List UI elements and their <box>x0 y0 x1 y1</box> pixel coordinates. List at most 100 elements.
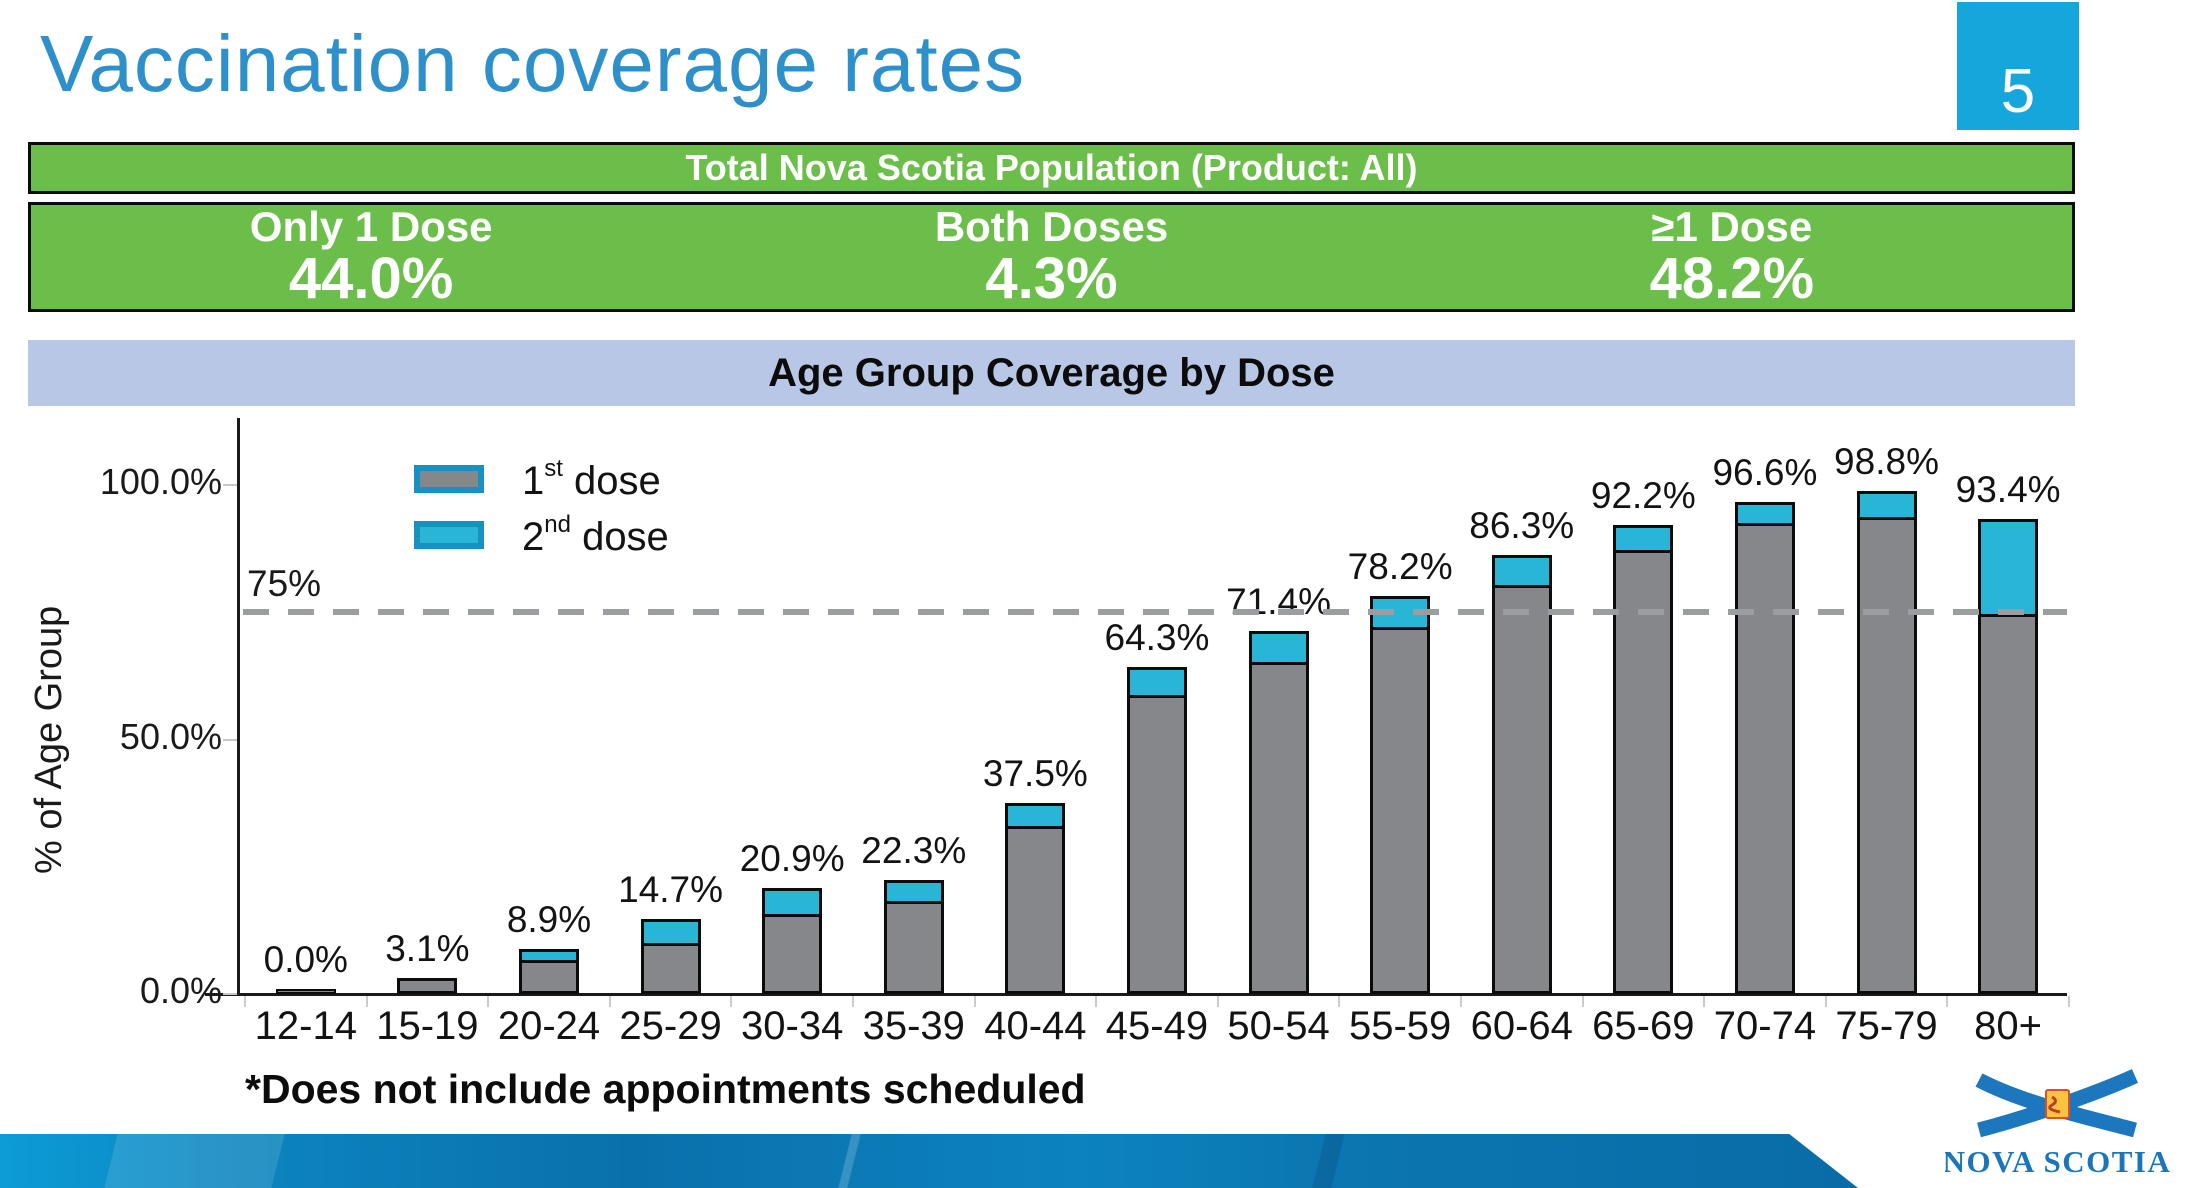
x-tick-mark <box>1217 996 1219 1007</box>
second-dose-segment <box>886 883 941 904</box>
footer-wave <box>0 1134 1858 1188</box>
first-dose-segment <box>1494 588 1549 991</box>
bar-slot-25-29: 14.7% <box>610 420 732 994</box>
second-dose-segment <box>1129 670 1184 698</box>
chart-legend: 1st dose 2nd dose <box>414 454 669 559</box>
stacked-bar-12-14 <box>275 989 336 994</box>
first-dose-segment <box>1251 665 1306 991</box>
first-dose-segment <box>1981 617 2036 991</box>
second-dose-segment <box>1251 634 1306 665</box>
second-dose-segment <box>1859 494 1914 520</box>
stacked-bar-55-59 <box>1370 596 1431 994</box>
stacked-bar-65-69 <box>1613 525 1674 994</box>
first-dose-segment <box>765 917 820 991</box>
bar-slot-75-79: 98.8% <box>1826 420 1948 994</box>
x-tick-label: 20-24 <box>497 1004 601 1048</box>
x-axis-labels: 12-14 15-19 20-24 25-29 30-34 35-39 40-44 45-49… <box>245 1004 2069 1049</box>
x-tick-label: 30-34 <box>741 1004 844 1048</box>
stacked-bar-70-74 <box>1734 502 1795 994</box>
first-dose-swatch-icon <box>414 465 484 493</box>
second-dose-swatch-icon <box>414 521 484 549</box>
bar-value-label: 37.5% <box>982 753 1088 794</box>
x-tick-mark <box>1338 996 1340 1007</box>
stat-only-1-dose: Only 1 Dose 44.0% <box>31 203 711 312</box>
second-dose-segment <box>643 922 698 946</box>
bar-slot-55-59: 78.2% <box>1339 420 1461 994</box>
x-axis-line <box>205 993 2067 996</box>
bar-slot-50-54: 71.4% <box>1218 420 1340 994</box>
stacked-bar-50-54 <box>1248 631 1309 994</box>
second-dose-segment <box>1981 522 2036 617</box>
x-tick-mark <box>1946 996 1948 1007</box>
x-tick-label: 12-14 <box>254 1004 357 1048</box>
stat-ge-1-dose: ≥1 Dose 48.2% <box>1392 203 2072 312</box>
x-tick-label: 40-44 <box>984 1004 1087 1048</box>
page-number-box: 5 <box>1957 2 2079 130</box>
first-dose-segment <box>1737 526 1792 991</box>
bar-value-label: 86.3% <box>1469 505 1575 546</box>
stat-both-doses: Both Doses 4.3% <box>711 204 1391 310</box>
stat-value: 44.0% <box>288 246 454 312</box>
second-dose-segment <box>1616 528 1671 553</box>
x-tick-mark <box>1582 996 1584 1007</box>
x-tick-mark <box>366 996 368 1007</box>
logo-shield <box>2045 1089 2070 1119</box>
first-dose-segment <box>1008 829 1063 991</box>
legend-label: 1st dose <box>522 454 661 503</box>
bar-value-label: 93.4% <box>1955 469 2061 510</box>
bar-slot-15-19: 3.1% <box>367 420 489 994</box>
bar-value-label: 8.9% <box>506 899 592 940</box>
legend-item-second-dose: 2nd dose <box>414 511 669 559</box>
x-tick-label: 50-54 <box>1227 1004 1330 1048</box>
second-dose-segment <box>765 891 820 917</box>
bar-value-label: 0.0% <box>263 939 348 980</box>
reference-line-label: 75% <box>247 563 322 604</box>
bar-value-label: 14.7% <box>618 869 724 910</box>
footer-facet <box>104 1134 286 1188</box>
stacked-bar-30-34 <box>762 888 823 994</box>
stacked-bar-80+ <box>1978 519 2039 994</box>
y-tick-label: 0.0% <box>139 970 222 1011</box>
x-tick-mark <box>974 996 976 1007</box>
bar-value-label: 64.3% <box>1104 617 1210 658</box>
stacked-bar-15-19 <box>397 978 458 994</box>
x-tick-mark <box>1095 996 1097 1007</box>
second-dose-segment <box>521 952 576 963</box>
legend-item-first-dose: 1st dose <box>414 454 669 503</box>
bar-value-label: 71.4% <box>1226 581 1332 622</box>
x-tick-label: 75-79 <box>1835 1004 1938 1048</box>
x-tick-label: 55-59 <box>1348 1004 1452 1048</box>
first-dose-segment <box>521 963 576 991</box>
stat-label: Only 1 Dose <box>249 203 493 250</box>
y-tick-mark <box>223 484 237 486</box>
y-tick-mark <box>223 738 237 741</box>
stacked-bar-60-64 <box>1491 555 1552 994</box>
x-tick-label: 65-69 <box>1592 1004 1695 1048</box>
first-dose-segment <box>1616 553 1671 991</box>
x-tick-label: 60-64 <box>1470 1004 1573 1048</box>
bar-slot-60-64: 86.3% <box>1461 420 1583 994</box>
first-dose-segment <box>1859 520 1914 991</box>
footer-facet <box>838 1134 862 1188</box>
stat-value: 48.2% <box>1649 246 1815 312</box>
bar-slot-80+: 93.4% <box>1947 420 2069 994</box>
bar-value-label: 92.2% <box>1590 475 1696 516</box>
chart-title-banner: Age Group Coverage by Dose <box>28 340 2075 406</box>
y-axis-line <box>237 418 240 996</box>
page-number: 5 <box>2000 56 2036 126</box>
bar-value-label: 78.2% <box>1347 546 1453 587</box>
x-tick-mark <box>1825 996 1827 1007</box>
logo-wordmark: NOVA SCOTIA <box>1945 1144 2170 1179</box>
x-tick-label: 70-74 <box>1713 1004 1817 1048</box>
dose-summary-banner: Only 1 Dose 44.0% Both Doses 4.3% ≥1 Dos… <box>28 202 2075 312</box>
stacked-bar-40-44 <box>1005 803 1066 994</box>
bar-plot: 0.0% 3.1% 8.9% 14.7% 20.9% 22.3% 37.5% 64.3% 71.… <box>245 420 2069 994</box>
bar-value-label: 20.9% <box>739 838 845 879</box>
bar-slot-40-44: 37.5% <box>975 420 1097 994</box>
bar-slot-30-34: 20.9% <box>731 420 853 994</box>
stat-label: ≥1 Dose <box>1651 203 1813 250</box>
x-tick-label: 45-49 <box>1105 1004 1209 1048</box>
second-dose-segment <box>1008 806 1063 829</box>
stacked-bar-45-49 <box>1126 667 1187 994</box>
